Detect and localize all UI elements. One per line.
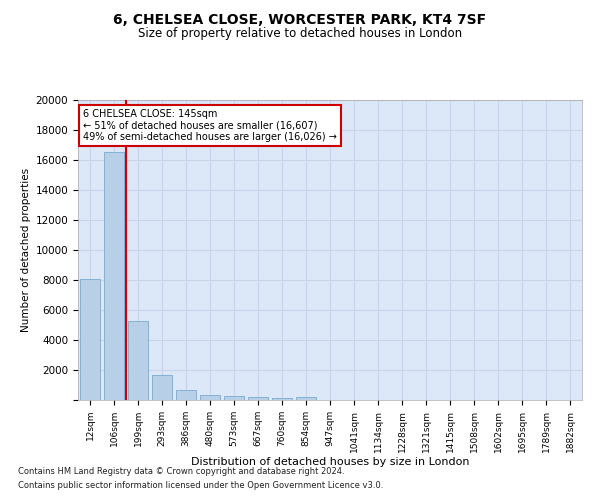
Bar (176, 390, 196, 400)
Bar (104, 152, 124, 400)
Text: Size of property relative to detached houses in London: Size of property relative to detached ho… (138, 28, 462, 40)
Bar (224, 396, 244, 400)
X-axis label: Distribution of detached houses by size in London: Distribution of detached houses by size … (191, 458, 469, 468)
Bar (200, 395, 220, 400)
Bar (248, 397, 268, 400)
Bar (128, 320, 148, 400)
Text: 6, CHELSEA CLOSE, WORCESTER PARK, KT4 7SF: 6, CHELSEA CLOSE, WORCESTER PARK, KT4 7S… (113, 12, 487, 26)
Bar (152, 374, 172, 400)
Text: 6 CHELSEA CLOSE: 145sqm
← 51% of detached houses are smaller (16,607)
49% of sem: 6 CHELSEA CLOSE: 145sqm ← 51% of detache… (83, 109, 337, 142)
Bar (296, 397, 316, 400)
Text: Contains public sector information licensed under the Open Government Licence v3: Contains public sector information licen… (18, 481, 383, 490)
Text: Contains HM Land Registry data © Crown copyright and database right 2024.: Contains HM Land Registry data © Crown c… (18, 467, 344, 476)
Y-axis label: Number of detached properties: Number of detached properties (22, 168, 31, 332)
Bar (80, 278, 100, 400)
Bar (272, 398, 292, 400)
